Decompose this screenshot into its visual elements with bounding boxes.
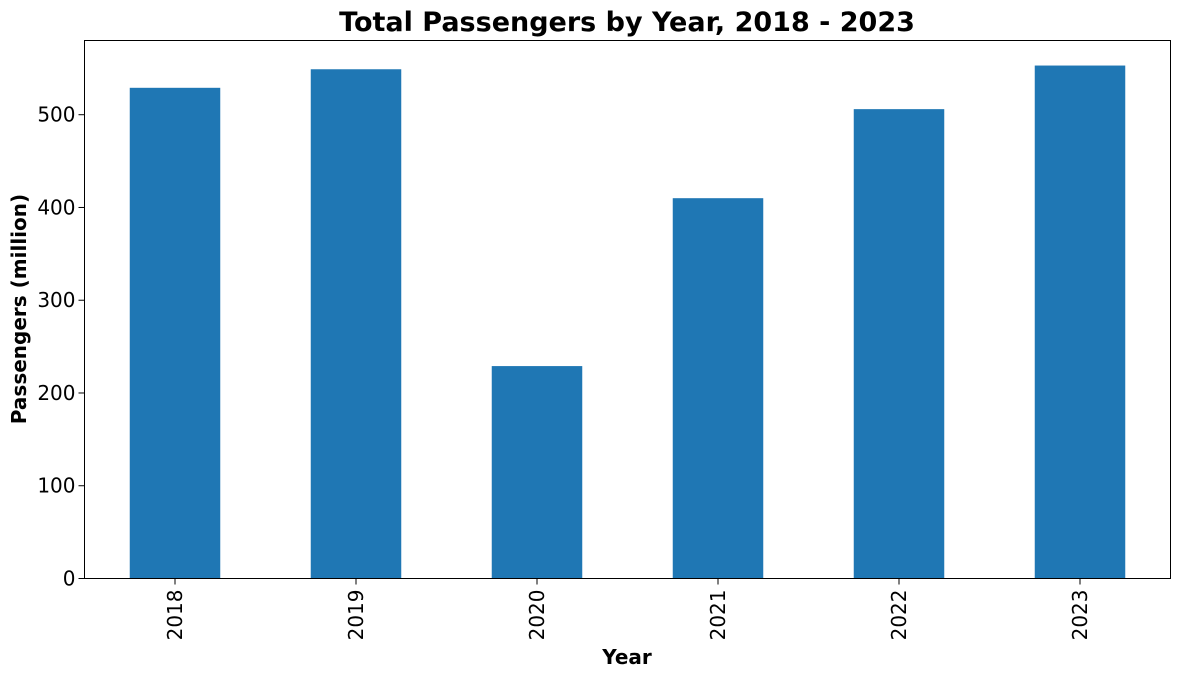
bar-2023 <box>1034 65 1126 579</box>
bar-2021 <box>672 198 764 579</box>
y-tick-label: 100 <box>37 474 75 498</box>
bar-2018 <box>129 87 221 579</box>
x-tick-label: 2021 <box>706 590 730 641</box>
y-axis: 0 100 200 300 400 500 <box>37 103 85 591</box>
x-tick-label: 2023 <box>1068 590 1092 641</box>
y-tick-label: 200 <box>37 381 75 405</box>
y-tick-label: 400 <box>37 195 75 219</box>
y-tick-label: 500 <box>37 103 75 127</box>
bars-layer <box>129 65 1126 579</box>
plot-frame <box>84 40 1171 579</box>
bar-2020 <box>491 366 583 579</box>
x-tick-label: 2019 <box>344 590 368 641</box>
y-tick-label: 300 <box>37 288 75 312</box>
bar-2019 <box>310 69 402 579</box>
y-tick-label: 0 <box>63 567 76 591</box>
x-axis: 2018 2019 2020 2021 2022 2023 <box>163 578 1092 641</box>
x-tick-label: 2022 <box>887 590 911 641</box>
x-tick-label: 2018 <box>163 590 187 641</box>
x-axis-label: Year <box>601 645 652 669</box>
y-axis-label: Passengers (million) <box>7 194 31 424</box>
bar-2022 <box>853 109 945 579</box>
chart-title: Total Passengers by Year, 2018 - 2023 <box>339 7 915 38</box>
x-tick-label: 2020 <box>525 590 549 641</box>
